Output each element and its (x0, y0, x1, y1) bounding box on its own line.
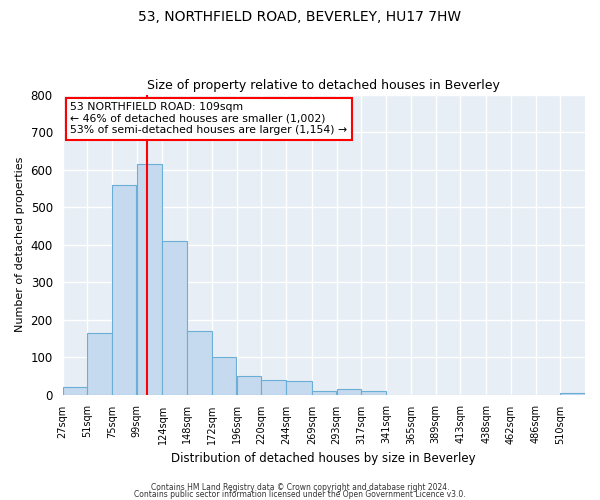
Bar (560, 392, 585, 394)
Bar (312, 391, 337, 394)
Text: 53, NORTHFIELD ROAD, BEVERLEY, HU17 7HW: 53, NORTHFIELD ROAD, BEVERLEY, HU17 7HW (139, 10, 461, 24)
Y-axis label: Number of detached properties: Number of detached properties (15, 157, 25, 332)
Bar (163, 241, 187, 394)
Text: 53 NORTHFIELD ROAD: 109sqm
← 46% of detached houses are smaller (1,002)
53% of s: 53 NORTHFIELD ROAD: 109sqm ← 46% of deta… (70, 102, 347, 136)
Bar (62, 387, 87, 394)
Bar (87, 332, 112, 394)
Bar (187, 331, 212, 394)
Bar (212, 357, 236, 395)
Bar (262, 380, 286, 394)
Text: Contains public sector information licensed under the Open Government Licence v3: Contains public sector information licen… (134, 490, 466, 499)
Bar (137, 164, 162, 394)
X-axis label: Distribution of detached houses by size in Beverley: Distribution of detached houses by size … (172, 452, 476, 465)
Bar (337, 389, 361, 394)
Bar (236, 376, 261, 394)
Bar (112, 184, 136, 394)
Text: Contains HM Land Registry data © Crown copyright and database right 2024.: Contains HM Land Registry data © Crown c… (151, 484, 449, 492)
Title: Size of property relative to detached houses in Beverley: Size of property relative to detached ho… (148, 79, 500, 92)
Bar (286, 382, 311, 394)
Bar (361, 391, 386, 394)
